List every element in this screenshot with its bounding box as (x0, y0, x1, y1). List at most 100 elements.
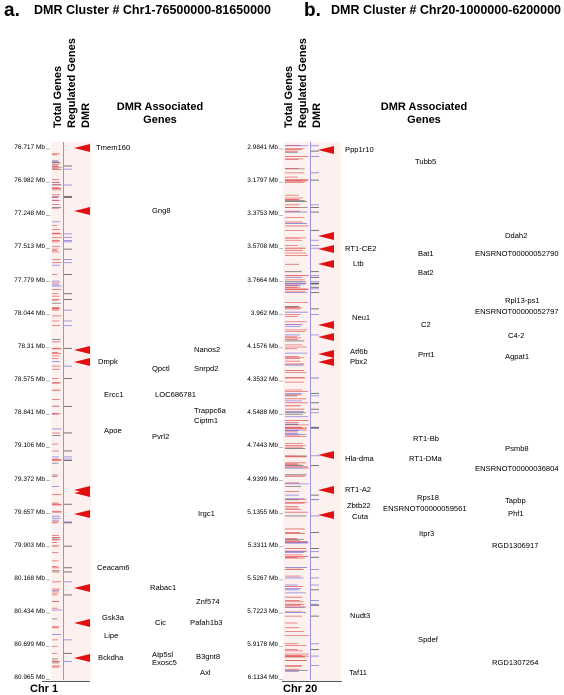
panel-b-tick-label: 3.962 Mb (250, 309, 278, 317)
panel-a-gene-label: LOC686781 (155, 390, 196, 399)
panel-a-gene-label: Irgc1 (198, 509, 215, 518)
panel-a-dmr-marker (74, 144, 90, 152)
panel-a-dmr-marker (74, 489, 90, 497)
panel-a-track-background (51, 142, 91, 682)
panel-b-assoc-line1: DMR Associated (380, 101, 468, 113)
panel-b-gene-label: Bat2 (418, 268, 434, 277)
panel-b-gene-label: Tapbp (505, 496, 526, 505)
panel-a-gene-label: Dmpk (98, 357, 118, 366)
panel-a-gene-label: Znf574 (196, 597, 220, 606)
panel-b-gene-label: RT1-A2 (345, 485, 372, 494)
panel-b-gene-label: Ppp1r10 (345, 145, 374, 154)
panel-a-gene-label: Qpctl (152, 364, 170, 373)
panel-a-tick-label: 79.372 Mb (14, 475, 45, 483)
panel-b-gene-label: ENSRNOT00000059561 (383, 504, 467, 513)
panel-a-gene-label: Rabac1 (150, 583, 177, 592)
panel-b-gene-label: Nudt3 (350, 611, 371, 620)
panel-b-tick-label: 3.3753 Mb (247, 210, 278, 218)
panel-b-dmr-marker (318, 511, 334, 519)
panel-a-gene-label: Pvrl2 (152, 432, 170, 441)
panel-a-gene-label: Gng8 (152, 206, 171, 215)
panel-b-gene-label: Zbtb22 (347, 501, 371, 510)
panel-a-gene-label: Apoe (104, 426, 122, 435)
panel-b-gene-label: Itpr3 (419, 529, 435, 538)
panel-b-tick-label: 3.5708 Mb (247, 243, 278, 251)
panel-a-chr-label: Chr 1 (30, 683, 59, 695)
panel-b-gene-label: Tubb5 (415, 157, 437, 166)
panel-a-gene-label: Ciptm1 (194, 416, 219, 425)
panel-b-letter: b. (304, 0, 321, 21)
panel-a-dmr-marker (74, 510, 90, 518)
panel-b-gene-label: Hla-dma (345, 454, 374, 463)
panel-a-title: DMR Cluster # Chr1-76500000-81650000 (34, 3, 271, 17)
panel-b-tick-label: 5.1355 Mb (247, 508, 278, 516)
panel-b-tick-label: 4.5488 Mb (247, 409, 278, 417)
panel-a-tick-label: 80.168 Mb (14, 574, 45, 582)
panel-a-chromosome-axis (63, 142, 64, 680)
panel-a-tick-label: 78.044 Mb (14, 309, 45, 317)
panel-b-tick-label: 5.3311 Mb (247, 541, 278, 549)
panel-b-tick-label: 4.3532 Mb (247, 376, 278, 384)
panel-b-gene-label: RT1-CE2 (345, 244, 377, 253)
panel-a-tick-label: 78.841 Mb (14, 409, 45, 417)
panel-a-assoc-line1: DMR Associated (116, 101, 204, 113)
panel-b-gene-label: Rps18 (417, 493, 439, 502)
panel-a-letter: a. (4, 0, 20, 21)
panel-b-assoc-header: DMR Associated Genes (369, 101, 479, 127)
panel-a-assoc-line2: Genes (143, 114, 177, 126)
panel-a-dmr-marker (74, 346, 90, 354)
panel-b-gene-label: Atf6b (350, 347, 368, 356)
panel-a-tick-label: 77.248 Mb (14, 210, 45, 218)
panel-b-assoc-line2: Genes (407, 114, 441, 126)
panel-b-dmr-marker (318, 333, 334, 341)
panel-b-gene-label: Ltb (353, 259, 364, 268)
panel-a-tick-label: 80.699 Mb (14, 641, 45, 649)
panel-a-tick-label: 79.657 Mb (14, 508, 45, 516)
panel-b-dmr-marker (318, 146, 334, 154)
panel-a-dmr-marker (74, 654, 90, 662)
panel-b-chromosome-axis (310, 142, 311, 680)
panel-b-gene-label: ENSRNOT00000036804 (475, 464, 559, 473)
panel-a-gene-label: Ceacam6 (97, 563, 130, 572)
panel-a-tick-label: 79.106 Mb (14, 442, 45, 450)
panel-b-tick-label: 5.9178 Mb (247, 641, 278, 649)
panel-b-gene-label: Agpat1 (505, 352, 530, 361)
panel-a-gene-label: Snrpd2 (194, 364, 219, 373)
panel-b-tick-label: 5.7223 Mb (247, 608, 278, 616)
panel-a-tick-label: 77.513 Mb (14, 243, 45, 251)
panel-b-gene-label: Ddah2 (505, 231, 528, 240)
panel-b-dmr-marker (318, 260, 334, 268)
panel-a-tick-label: 76.717 Mb (14, 144, 45, 151)
panel-b-tick-label: 3.1797 Mb (247, 177, 278, 185)
panel-b-gene-label: C2 (421, 320, 431, 329)
panel-b-gene-label: Psmb8 (505, 444, 529, 453)
panel-b-chr-label: Chr 20 (283, 683, 318, 695)
panel-b-title: DMR Cluster # Chr20-1000000-6200000 (331, 3, 561, 17)
panel-a-gene-label: Lipe (104, 631, 119, 640)
panel-a-gene-label: Pafah1b3 (190, 618, 223, 627)
panel-b-gene-label: Prrt1 (418, 350, 435, 359)
panel-a-dmr-marker (74, 619, 90, 627)
panel-a-gene-label: Atp5sl (152, 650, 174, 659)
panel-b-tick-label: 4.9399 Mb (247, 475, 278, 483)
panel-a-tick-label: 76.982 Mb (14, 177, 45, 185)
panel-a-dmr-marker (74, 358, 90, 366)
panel-a-tick-label: 78.31 Mb (17, 342, 45, 350)
panel-a-dmr-marker (74, 207, 90, 215)
panel-a-gene-label: Nanos2 (194, 345, 221, 354)
panel-b-gene-label: Spdef (418, 635, 438, 644)
panel-b-gene-label: Phf1 (508, 509, 524, 518)
panel-b-tick-label: 4.7443 Mb (247, 442, 278, 450)
panel-b-gene-label: RGD1306917 (492, 541, 539, 550)
panel-b-tick-label: 4.1576 Mb (247, 342, 278, 350)
panel-b-dmr-marker (318, 358, 334, 366)
panel-a-gene-label: Tmem160 (96, 143, 131, 152)
panel-b-tick-label: 3.7664 Mb (247, 276, 278, 284)
panel-a-tick-label: 79.903 Mb (14, 541, 45, 549)
panel-b-dmr-marker (318, 245, 334, 253)
panel-b-gene-label: Pbx2 (350, 357, 368, 366)
panel-b-gene-label: Bat1 (418, 249, 434, 258)
panel-b-gene-label: ENSRNOT00000052797 (475, 307, 559, 316)
panel-b-dmr-marker (318, 232, 334, 240)
